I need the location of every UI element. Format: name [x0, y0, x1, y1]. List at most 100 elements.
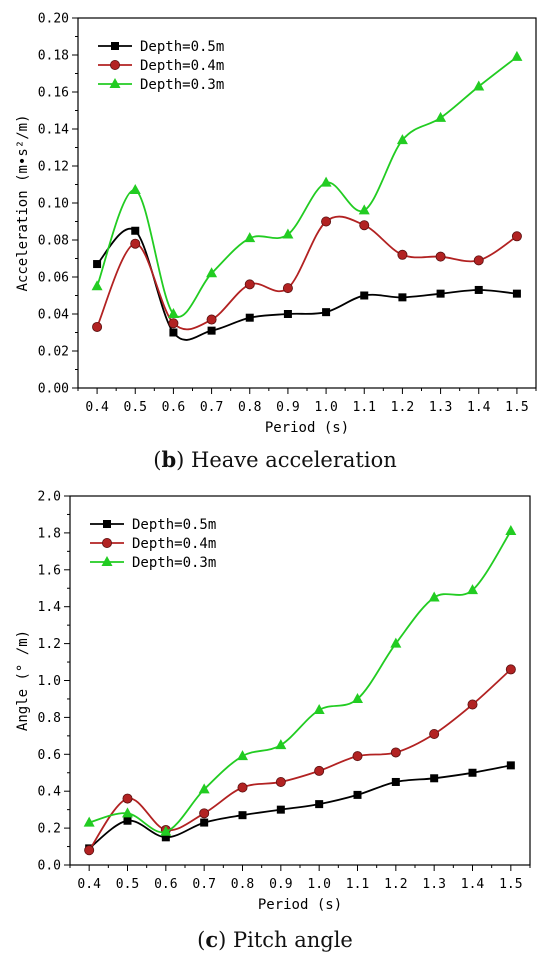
data-point — [428, 591, 440, 602]
x-tick-label: 0.9 — [269, 877, 292, 892]
data-point — [314, 765, 325, 776]
data-point — [511, 231, 522, 242]
data-point — [320, 176, 332, 187]
data-point — [315, 800, 324, 809]
x-tick-label: 0.6 — [154, 877, 177, 892]
data-point — [512, 289, 521, 298]
data-point — [237, 782, 248, 793]
x-axis-label: Period (s) — [265, 420, 349, 436]
data-point — [122, 793, 133, 804]
data-point — [83, 816, 95, 827]
y-tick-label: 0.02 — [38, 345, 69, 360]
legend-label: Depth=0.5m — [140, 39, 224, 55]
data-point — [161, 833, 170, 842]
data-point — [435, 111, 447, 122]
y-tick-label: 0.20 — [38, 12, 69, 27]
data-point — [435, 251, 446, 262]
x-tick-label: 1.4 — [461, 877, 485, 892]
x-tick-label: 0.8 — [238, 400, 261, 415]
data-point — [199, 808, 210, 819]
series-line — [96, 227, 517, 341]
y-tick-label: 0.18 — [38, 49, 69, 64]
data-point — [123, 816, 132, 825]
legend-marker — [111, 42, 119, 50]
y-tick-label: 0.0 — [38, 859, 61, 874]
legend-label: Depth=0.3m — [132, 555, 216, 571]
data-point — [283, 310, 292, 318]
x-tick-label: 1.3 — [429, 400, 452, 415]
y-tick-label: 1.0 — [38, 674, 61, 689]
y-tick-label: 0.10 — [38, 197, 69, 212]
data-point — [474, 285, 483, 294]
x-tick-label: 0.6 — [162, 400, 185, 415]
legend-marker — [102, 538, 113, 549]
data-point — [506, 761, 515, 770]
y-tick-label: 0.6 — [38, 748, 61, 763]
data-point — [131, 226, 140, 235]
data-point — [353, 790, 362, 799]
y-tick-label: 0.2 — [38, 822, 61, 837]
y-axis-label: Angle (° /m) — [15, 630, 31, 731]
data-point — [237, 750, 248, 761]
data-point — [352, 692, 363, 703]
x-tick-label: 1.1 — [346, 877, 369, 892]
data-point — [168, 318, 179, 329]
data-point — [275, 776, 286, 787]
data-point — [321, 216, 332, 227]
x-tick-label: 0.7 — [200, 400, 223, 415]
y-tick-label: 0.14 — [38, 123, 69, 138]
data-point — [276, 805, 285, 814]
heave-acceleration-caption: (b) Heave acceleration — [153, 447, 397, 472]
data-point — [206, 267, 218, 278]
data-point — [92, 321, 103, 332]
legend-marker — [109, 78, 121, 88]
data-point — [396, 134, 408, 145]
data-point — [429, 729, 440, 740]
data-point — [167, 308, 179, 318]
data-point — [358, 204, 370, 215]
x-tick-label: 1.3 — [422, 877, 445, 892]
data-point — [359, 220, 370, 231]
data-point — [467, 699, 478, 710]
y-tick-label: 2.0 — [38, 490, 61, 505]
series-line — [88, 668, 512, 851]
x-tick-label: 1.4 — [467, 400, 491, 415]
series-line — [96, 56, 518, 318]
data-point — [122, 807, 133, 818]
legend-marker — [103, 520, 111, 528]
legend-label: Depth=0.3m — [140, 77, 224, 93]
data-point — [436, 289, 445, 298]
series-Depth=0.3m — [91, 50, 523, 318]
data-point — [130, 238, 141, 249]
y-tick-label: 0.04 — [38, 308, 69, 323]
y-tick-label: 0.8 — [38, 711, 61, 726]
y-tick-label: 0.08 — [38, 234, 69, 249]
data-point — [322, 308, 331, 317]
data-point — [505, 525, 517, 536]
x-tick-label: 1.0 — [307, 877, 330, 892]
pitch-angle-caption: (c) Pitch angle — [197, 927, 353, 952]
data-point — [473, 80, 485, 91]
data-point — [244, 279, 255, 290]
y-tick-label: 0.00 — [38, 382, 69, 397]
x-tick-label: 1.2 — [391, 400, 414, 415]
data-point — [206, 314, 217, 325]
y-tick-label: 1.2 — [38, 637, 61, 652]
y-tick-label: 1.4 — [38, 600, 62, 615]
data-point — [397, 249, 408, 260]
legend-marker — [110, 60, 121, 71]
data-point — [275, 739, 287, 750]
y-tick-label: 0.06 — [38, 271, 69, 286]
data-point — [198, 783, 210, 794]
data-point — [468, 768, 477, 777]
data-point — [93, 260, 102, 269]
x-tick-label: 0.7 — [192, 877, 215, 892]
heave-acceleration-chart: 0.00 0.02 0.04 0.06 0.08 0.10 0.12 0.14 0.16 0.18… — [15, 12, 537, 436]
data-point — [160, 825, 172, 836]
series-Depth=0.5m — [93, 226, 521, 341]
data-point — [244, 232, 256, 243]
x-tick-label: 0.4 — [85, 400, 109, 415]
x-tick-label: 0.5 — [116, 877, 139, 892]
data-point — [398, 293, 407, 302]
legend-label: Depth=0.4m — [132, 536, 216, 552]
